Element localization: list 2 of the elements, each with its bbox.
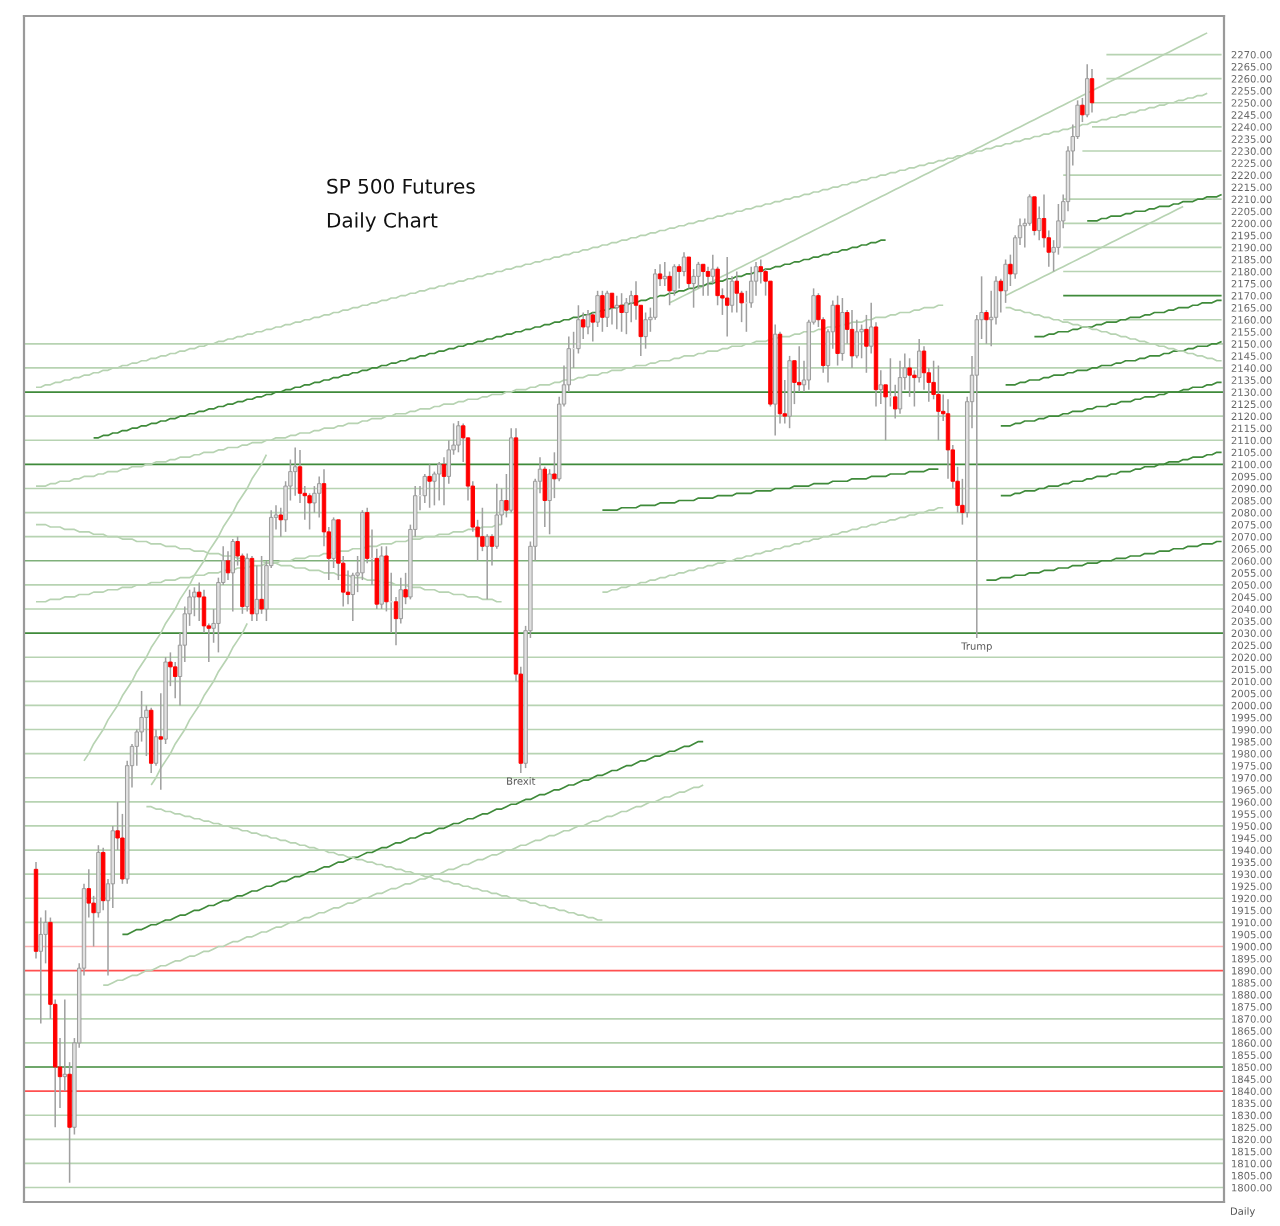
text: Daily Chart: [327, 212, 438, 232]
text: SP 500 Futures: [327, 178, 475, 194]
